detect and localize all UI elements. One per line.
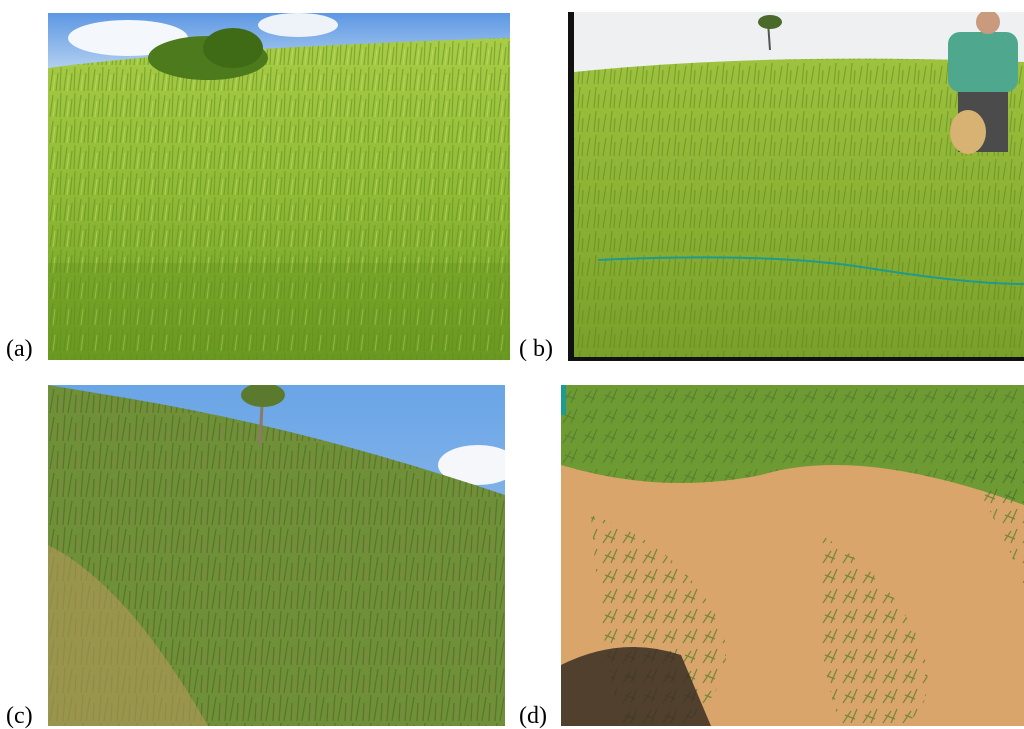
photo-panel-a xyxy=(48,13,510,360)
photo-panel-c xyxy=(48,385,505,726)
bare-soil-grass-photo xyxy=(561,385,1024,726)
photo-panel-b xyxy=(568,12,1024,361)
panel-label-b: ( b) xyxy=(519,336,553,362)
panel-label-d: (d) xyxy=(519,703,547,729)
photo-panel-d xyxy=(561,385,1024,726)
grass-pasture-photo xyxy=(48,13,510,360)
pasture-with-person-photo xyxy=(568,12,1024,361)
panel-label-c: (c) xyxy=(6,703,33,729)
panel-label-a: (a) xyxy=(6,336,33,362)
shrubby-hillside-photo xyxy=(48,385,505,726)
